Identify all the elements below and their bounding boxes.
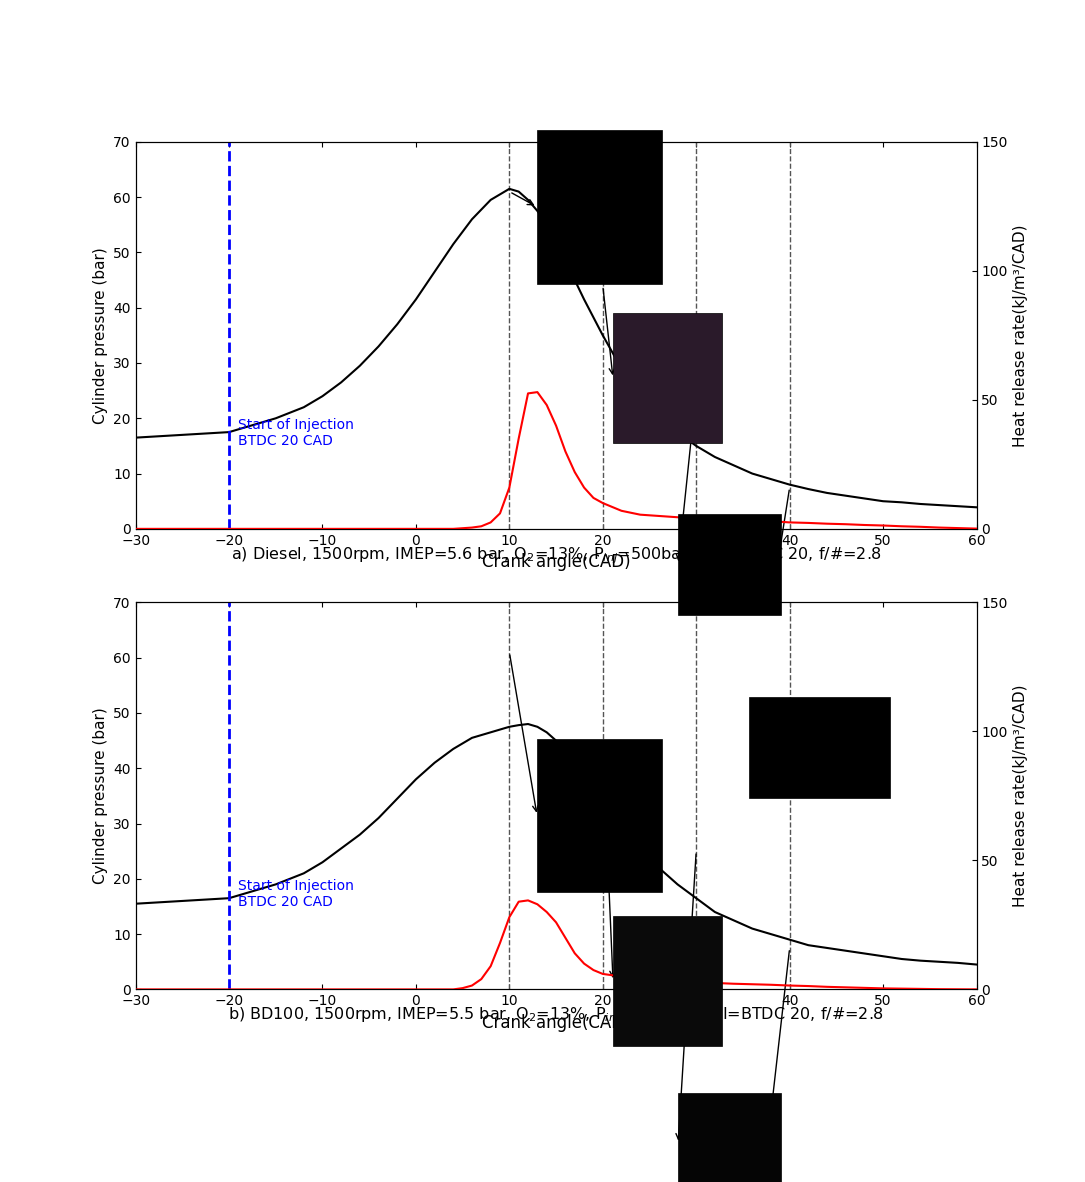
Text: Start of Injection
BTDC 20 CAD: Start of Injection BTDC 20 CAD (239, 418, 355, 448)
Y-axis label: Heat release rate(kJ/m³/CAD): Heat release rate(kJ/m³/CAD) (1013, 225, 1029, 447)
X-axis label: Crank angle(CAD): Crank angle(CAD) (482, 553, 630, 571)
Y-axis label: Heat release rate(kJ/m³/CAD): Heat release rate(kJ/m³/CAD) (1013, 684, 1029, 907)
Text: b) BD100, 1500rpm, IMEP=5.5 bar, O$_2$=13%, P$_{inj}$=500bar, SOI=BTDC 20, f/#=2: b) BD100, 1500rpm, IMEP=5.5 bar, O$_2$=1… (228, 1006, 884, 1026)
X-axis label: Crank angle(CAD): Crank angle(CAD) (482, 1014, 630, 1032)
Text: a) Diesel, 1500rpm, IMEP=5.6 bar, O$_2$=13%, P$_{inj}$=500bar, SOI=BTDC 20, f/#=: a) Diesel, 1500rpm, IMEP=5.6 bar, O$_2$=… (231, 545, 881, 566)
Text: Start of Injection
BTDC 20 CAD: Start of Injection BTDC 20 CAD (239, 879, 355, 909)
Y-axis label: Cylinder pressure (bar): Cylinder pressure (bar) (92, 247, 107, 423)
Y-axis label: Cylinder pressure (bar): Cylinder pressure (bar) (92, 708, 107, 884)
